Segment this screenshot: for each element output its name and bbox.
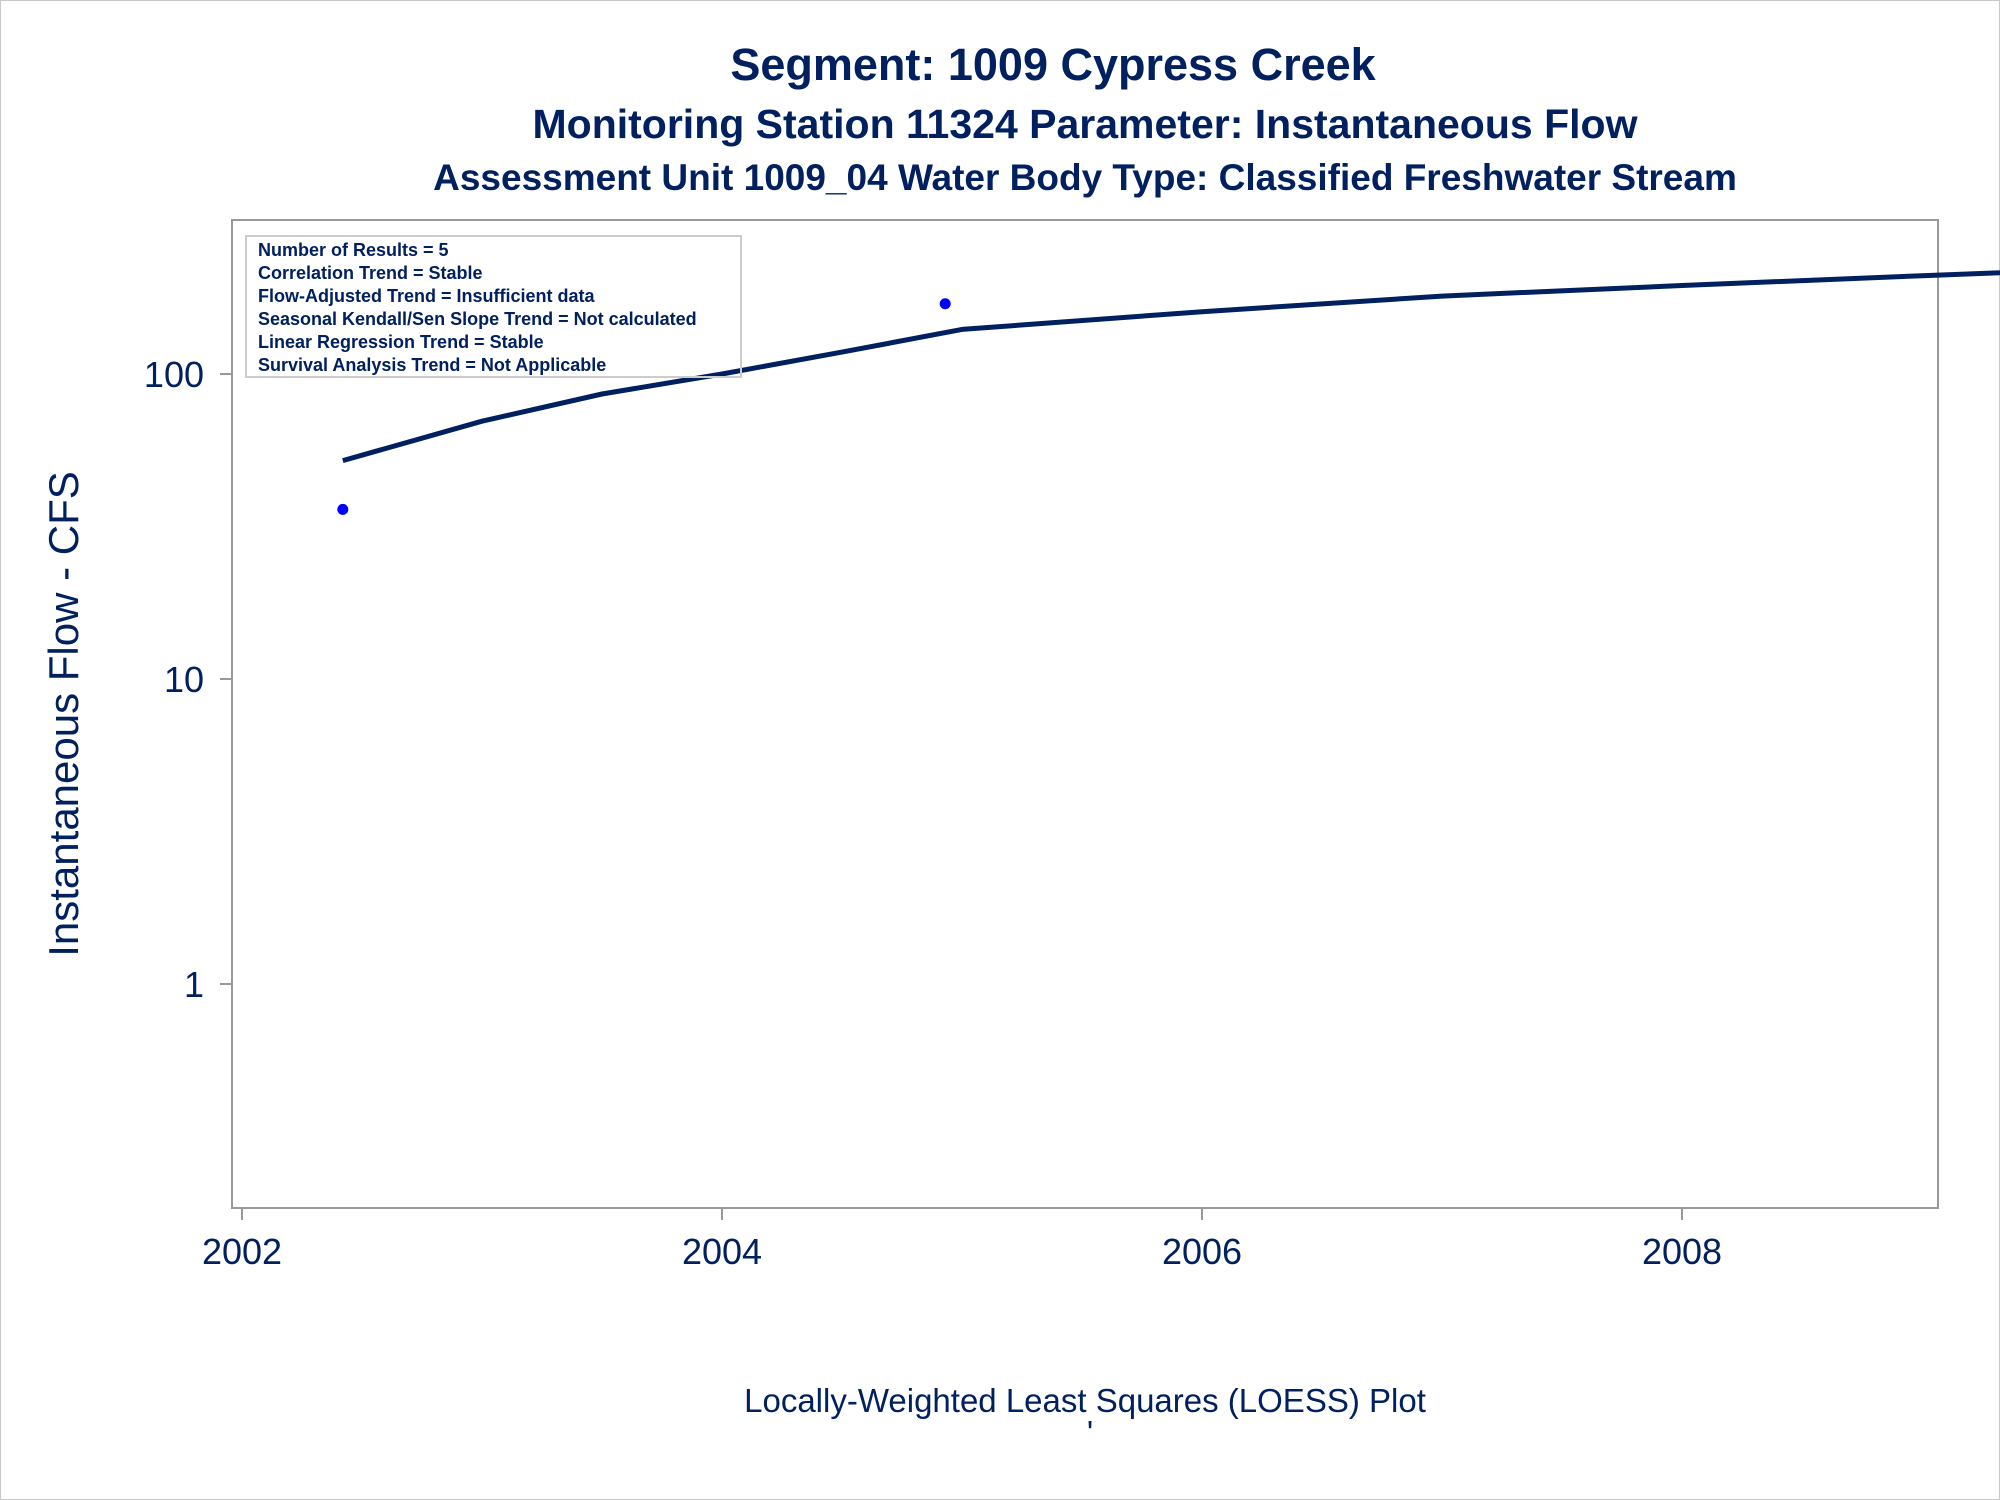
plot-area: [231, 219, 1939, 1209]
y-axis-label: Instantaneous Flow - CFS: [40, 471, 87, 957]
chart-subtitle: Monitoring Station 11324 Parameter: Inst…: [533, 101, 1638, 147]
series-layer: [337, 270, 2000, 515]
chart-title: Segment: 1009 Cypress Creek: [730, 39, 1376, 90]
y-tick-label: 1: [184, 964, 204, 1005]
stats-line: Linear Regression Trend = Stable: [258, 332, 544, 352]
x-tick-label: 2008: [1642, 1231, 1722, 1272]
stats-line: Flow-Adjusted Trend = Insufficient data: [258, 286, 596, 306]
footnote-mark: ': [1087, 1414, 1093, 1451]
data-point: [939, 298, 951, 310]
x-tick-label: 2006: [1162, 1231, 1242, 1272]
stats-line: Survival Analysis Trend = Not Applicable: [258, 355, 606, 375]
stats-line: Correlation Trend = Stable: [258, 263, 483, 283]
chart-subtitle-2: Assessment Unit 1009_04 Water Body Type:…: [433, 157, 1737, 198]
x-axis: 20022004200620082010201220142016: [202, 1208, 1722, 1272]
y-tick-label: 100: [144, 354, 204, 395]
y-axis: 1 10 100: [144, 354, 232, 1005]
loess-line: [342, 270, 2000, 464]
footnote: Locally-Weighted Least Squares (LOESS) P…: [744, 1382, 1426, 1419]
stats-lines: Number of Results = 5 Correlation Trend =…: [258, 240, 697, 375]
x-tick-label: 2002: [202, 1231, 282, 1272]
y-tick-label: 10: [164, 659, 204, 700]
stats-line: Number of Results = 5: [258, 240, 449, 260]
x-tick-label: 2004: [682, 1231, 762, 1272]
stats-line: Seasonal Kendall/Sen Slope Trend = Not c…: [258, 309, 697, 329]
data-point: [337, 503, 349, 515]
stats-box: [245, 235, 742, 378]
